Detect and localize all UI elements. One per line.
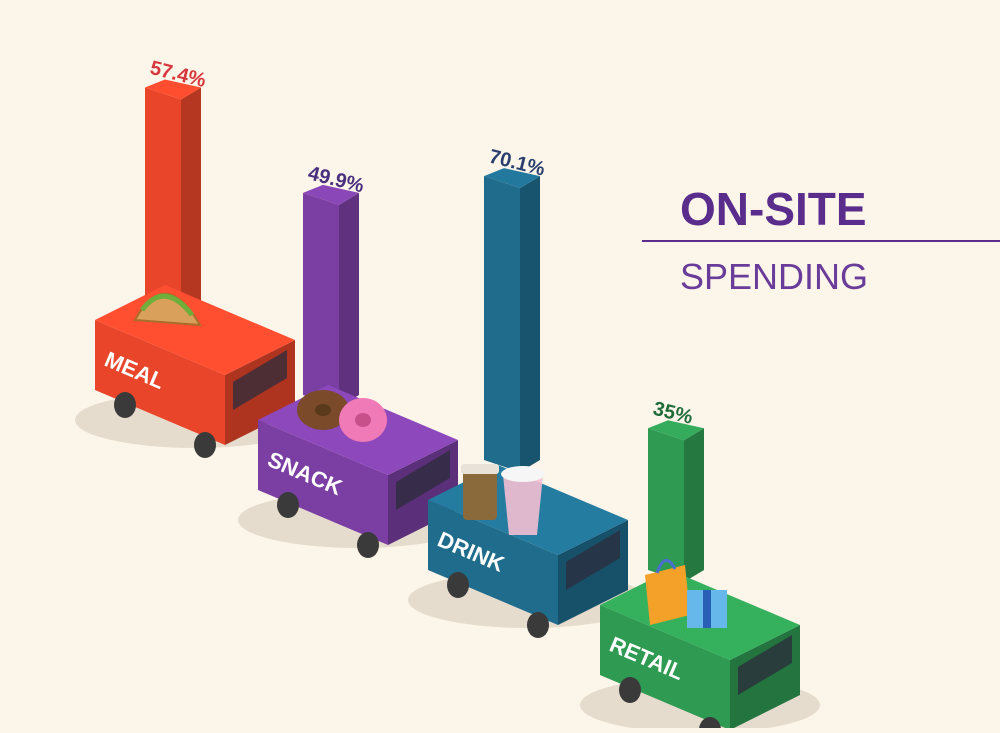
chart-title: ON-SITE — [680, 183, 867, 235]
chart-subtitle: SPENDING — [680, 256, 869, 297]
bar-drink — [484, 176, 520, 472]
truck-wheel-rear-meal — [114, 392, 136, 418]
bar-top-snack — [303, 184, 359, 205]
truck-wheel-rear-snack — [277, 492, 299, 518]
bar-group-snack: 49.9%SNACK — [238, 162, 478, 558]
gift-ribbon — [703, 590, 711, 628]
truck-wheel-front-meal — [194, 432, 216, 458]
bar-retail — [648, 428, 684, 582]
truck-windshield-meal — [233, 350, 287, 410]
bar-snack — [303, 192, 339, 407]
truck-wheel-rear-retail — [619, 677, 641, 703]
coffee-lid — [461, 464, 499, 474]
bag-handle — [655, 559, 677, 574]
truck-wheel-front-drink — [527, 612, 549, 638]
taco-lettuce — [140, 293, 194, 317]
bar-side-retail — [684, 428, 704, 582]
truck-body-meal — [95, 320, 225, 445]
truck-windshield-retail — [738, 635, 792, 695]
donut-hole — [315, 404, 331, 416]
truck-windshield-snack — [396, 450, 450, 510]
bar-group-drink: 70.1%DRINK — [408, 146, 648, 638]
bar-side-snack — [339, 192, 359, 407]
bar-side-meal — [181, 87, 201, 332]
bar-top-retail — [648, 420, 704, 441]
data-label-retail: 35% — [651, 398, 695, 429]
truck-body-snack — [258, 420, 388, 545]
donut-hole-pink — [355, 413, 371, 427]
coffee-cup-icon — [463, 470, 497, 520]
truck-body-retail — [600, 605, 730, 730]
bar-side-drink — [520, 176, 540, 472]
truck-windshield-drink — [566, 530, 620, 590]
truck-wheel-front-snack — [357, 532, 379, 558]
bar-meal — [145, 87, 181, 332]
bar-top-meal — [145, 79, 201, 100]
bar-group-meal: 57.4%MEAL — [75, 57, 315, 458]
title-divider — [642, 240, 1000, 242]
bar-top-drink — [484, 168, 540, 189]
truck-body-drink — [428, 500, 558, 625]
truck-wheel-rear-drink — [447, 572, 469, 598]
bar-group-retail: 35%RETAIL — [580, 398, 820, 733]
milkshake-lid — [501, 466, 545, 482]
shopping-bag-icon — [645, 565, 690, 625]
milkshake-icon — [503, 475, 543, 535]
